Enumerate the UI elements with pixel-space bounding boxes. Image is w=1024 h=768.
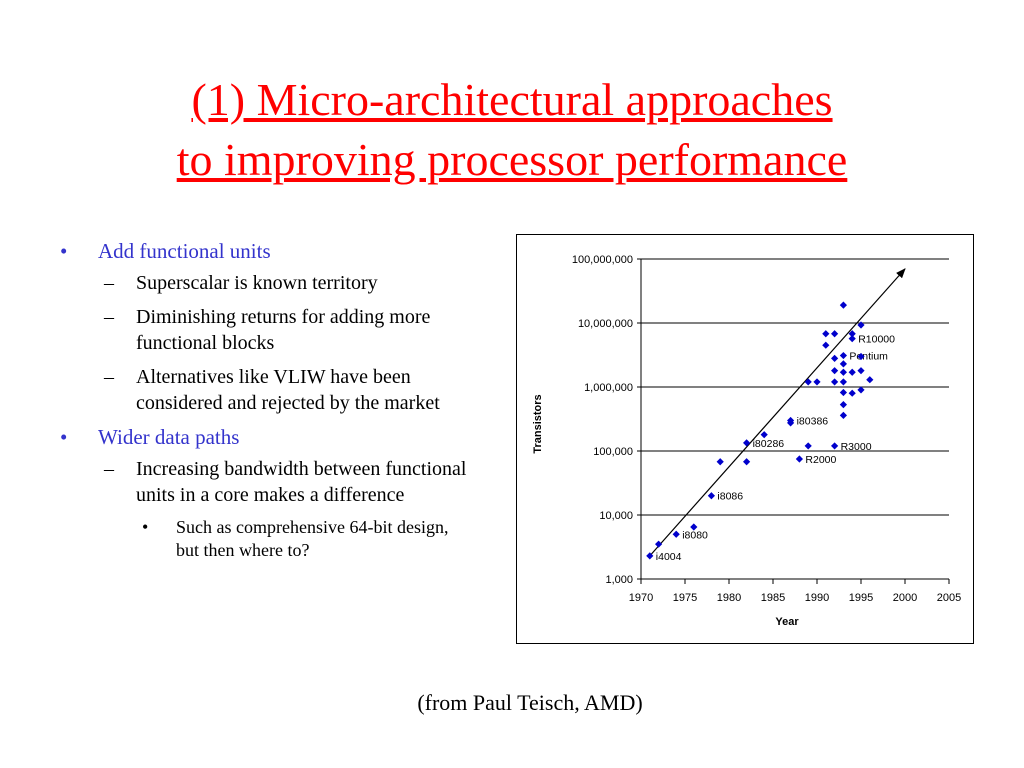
data-point [839, 368, 847, 376]
sub-bullet-vliw: – Alternatives like VLIW have been consi… [50, 364, 470, 416]
bullet-marker: • [60, 425, 68, 449]
data-point [857, 367, 865, 375]
data-point [804, 378, 812, 386]
data-point [672, 530, 680, 538]
x-tick-label: 1980 [717, 592, 741, 604]
sub-bullet-text: Diminishing returns for adding more func… [136, 306, 431, 354]
bullet-text: Add functional units [98, 239, 271, 263]
dash-marker: – [104, 272, 114, 294]
x-axis-label: Year [775, 616, 799, 628]
slide-title: (1) Micro-architectural approaches to im… [0, 70, 1024, 190]
y-tick-label: 10,000 [599, 510, 633, 522]
data-point [822, 330, 830, 338]
data-point [795, 455, 803, 463]
data-point [866, 376, 874, 384]
trend-arrow [649, 268, 906, 557]
dash-marker: – [104, 306, 114, 328]
point-label: R10000 [858, 334, 895, 346]
transistor-chart: 1,000 10,000 100,000 1,000,000 10,000,000 100… [516, 234, 974, 644]
sub-bullet-diminishing-returns: – Diminishing returns for adding more fu… [50, 304, 470, 356]
data-point [857, 352, 865, 361]
data-point [857, 321, 865, 329]
sub-bullet-text: Alternatives like VLIW have been conside… [136, 366, 440, 414]
bullet-marker: • [142, 517, 149, 537]
data-point [839, 360, 847, 368]
data-point [839, 388, 847, 397]
title-line-1: (1) Micro-architectural approaches [191, 74, 833, 125]
sub-sub-bullet-text: Such as comprehensive 64-bit design, but… [176, 517, 449, 560]
data-point [831, 442, 839, 450]
point-label: i8086 [717, 491, 743, 503]
y-axis-label: Transistors [532, 394, 544, 453]
bullet-text: Wider data paths [98, 425, 240, 449]
title-line-2: to improving processor performance [176, 134, 848, 185]
data-point [839, 401, 847, 409]
data-point [813, 378, 821, 386]
x-tick-label: 1970 [629, 592, 653, 604]
x-tick-label: 1990 [805, 592, 829, 604]
bullet-add-functional-units: • Add functional units [50, 238, 470, 264]
sub-sub-bullet-64-bit: • Such as comprehensive 64-bit design, b… [50, 516, 470, 562]
y-tick-label: 10,000,000 [578, 318, 633, 330]
y-tick-label: 100,000 [593, 446, 633, 458]
sub-bullet-bandwidth: – Increasing bandwidth between functiona… [50, 456, 470, 508]
x-tick-label: 2000 [893, 592, 917, 604]
data-point [646, 552, 654, 560]
y-tick-label: 100,000,000 [572, 254, 633, 266]
data-point [787, 416, 795, 425]
bullet-wider-data-paths: • Wider data paths [50, 424, 470, 450]
dash-marker: – [104, 458, 114, 480]
data-point [831, 330, 839, 338]
bullet-marker: • [60, 239, 68, 263]
source-caption: (from Paul Teisch, AMD) [417, 690, 643, 715]
data-point [831, 378, 839, 386]
x-tick-label: 1975 [673, 592, 697, 604]
sub-bullet-text: Increasing bandwidth between functional … [136, 458, 467, 506]
data-point [831, 367, 839, 375]
x-tick-label: 1985 [761, 592, 785, 604]
data-point [716, 458, 724, 466]
data-point [848, 389, 856, 397]
point-label: Pentium [849, 351, 888, 363]
sub-bullet-text: Superscalar is known territory [136, 272, 378, 294]
y-tick-label: 1,000 [605, 574, 633, 586]
data-point [839, 378, 847, 386]
bullet-list: • Add functional units – Superscalar is … [50, 238, 470, 568]
data-point [655, 540, 663, 548]
data-point [707, 492, 715, 500]
point-label: i4004 [656, 551, 682, 563]
data-point [848, 330, 856, 338]
dash-marker: – [104, 366, 114, 388]
data-point [822, 341, 830, 349]
point-label: R3000 [841, 441, 872, 453]
chart-svg: 1,000 10,000 100,000 1,000,000 10,000,000 100… [532, 254, 961, 628]
x-tick-label: 1995 [849, 592, 873, 604]
data-point [839, 301, 847, 309]
data-point [839, 351, 847, 360]
point-label: R2000 [805, 454, 836, 466]
data-point [839, 411, 847, 419]
data-point [848, 368, 856, 376]
x-tick-label: 2005 [937, 592, 961, 604]
data-point [743, 458, 751, 466]
y-tick-label: 1,000,000 [584, 382, 633, 394]
point-label: i80286 [753, 438, 785, 450]
point-label: i80386 [797, 415, 829, 427]
data-point [857, 386, 865, 394]
sub-bullet-superscalar: – Superscalar is known territory [50, 270, 470, 296]
data-point [804, 442, 812, 450]
data-point [743, 439, 751, 447]
data-point [831, 354, 839, 362]
point-label: i8080 [682, 529, 708, 541]
